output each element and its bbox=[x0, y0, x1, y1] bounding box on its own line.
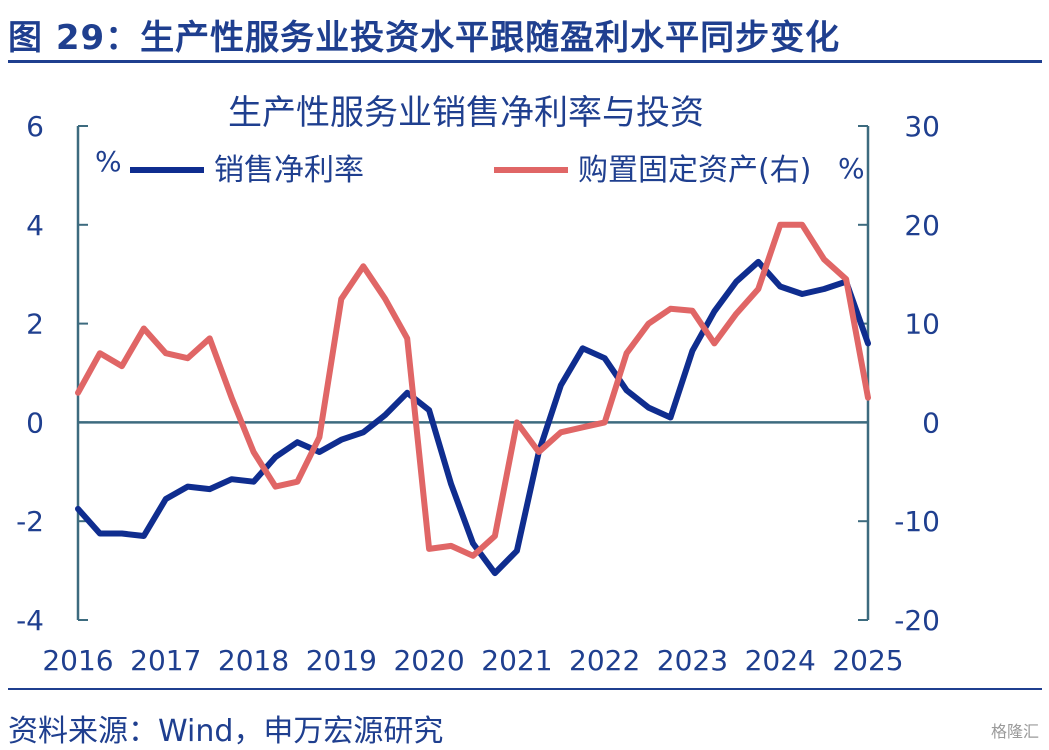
legend-label-fixed-assets: 购置固定资产(右) bbox=[578, 153, 811, 188]
x-axis-tick-label: 2024 bbox=[745, 644, 816, 677]
right-axis-tick-label: -10 bbox=[894, 505, 940, 538]
right-axis-tick-label: 0 bbox=[922, 406, 940, 439]
legend-label-net-margin: 销售净利率 bbox=[214, 153, 364, 188]
right-axis-tick-label: -20 bbox=[894, 604, 940, 637]
left-axis-tick-label: 6 bbox=[26, 110, 44, 143]
left-axis-tick-label: -4 bbox=[16, 604, 44, 637]
chart-legend: 销售净利率 购置固定资产(右) bbox=[130, 153, 811, 188]
footer-divider bbox=[8, 688, 1042, 690]
x-axis-tick-label: 2018 bbox=[218, 644, 289, 677]
left-axis-unit: % bbox=[95, 145, 122, 178]
chart-canvas: 生产性服务业销售净利率与投资 -4-20246-20-1001020302016… bbox=[16, 93, 940, 677]
left-axis-tick-label: -2 bbox=[16, 505, 44, 538]
x-axis-tick-label: 2020 bbox=[393, 644, 464, 677]
x-axis-tick-label: 2021 bbox=[481, 644, 552, 677]
title-divider bbox=[8, 60, 1042, 63]
right-axis-unit: % bbox=[838, 152, 865, 185]
right-axis-tick-label: 30 bbox=[904, 110, 940, 143]
left-axis-tick-label: 0 bbox=[26, 406, 44, 439]
x-axis-tick-label: 2017 bbox=[130, 644, 201, 677]
right-axis-tick-label: 10 bbox=[904, 308, 940, 341]
x-axis-tick-label: 2023 bbox=[657, 644, 728, 677]
x-axis-tick-label: 2025 bbox=[832, 644, 903, 677]
right-axis-tick-label: 20 bbox=[904, 209, 940, 242]
chart-title: 生产性服务业销售净利率与投资 bbox=[228, 93, 704, 133]
series-line-fixed-assets bbox=[75, 221, 871, 559]
figure-title: 图 29：生产性服务业投资水平跟随盈利水平同步变化 bbox=[8, 18, 841, 58]
source-note: 资料来源：Wind，申万宏源研究 bbox=[8, 714, 444, 749]
x-axis-tick-label: 2016 bbox=[42, 644, 113, 677]
left-axis-tick-label: 2 bbox=[26, 308, 44, 341]
watermark-text: 格隆汇 bbox=[990, 722, 1039, 741]
x-axis-tick-label: 2019 bbox=[306, 644, 377, 677]
series-line-net-margin bbox=[75, 258, 871, 577]
left-axis-tick-label: 4 bbox=[26, 209, 44, 242]
chart-plot-area bbox=[75, 221, 871, 577]
x-axis-tick-label: 2022 bbox=[569, 644, 640, 677]
